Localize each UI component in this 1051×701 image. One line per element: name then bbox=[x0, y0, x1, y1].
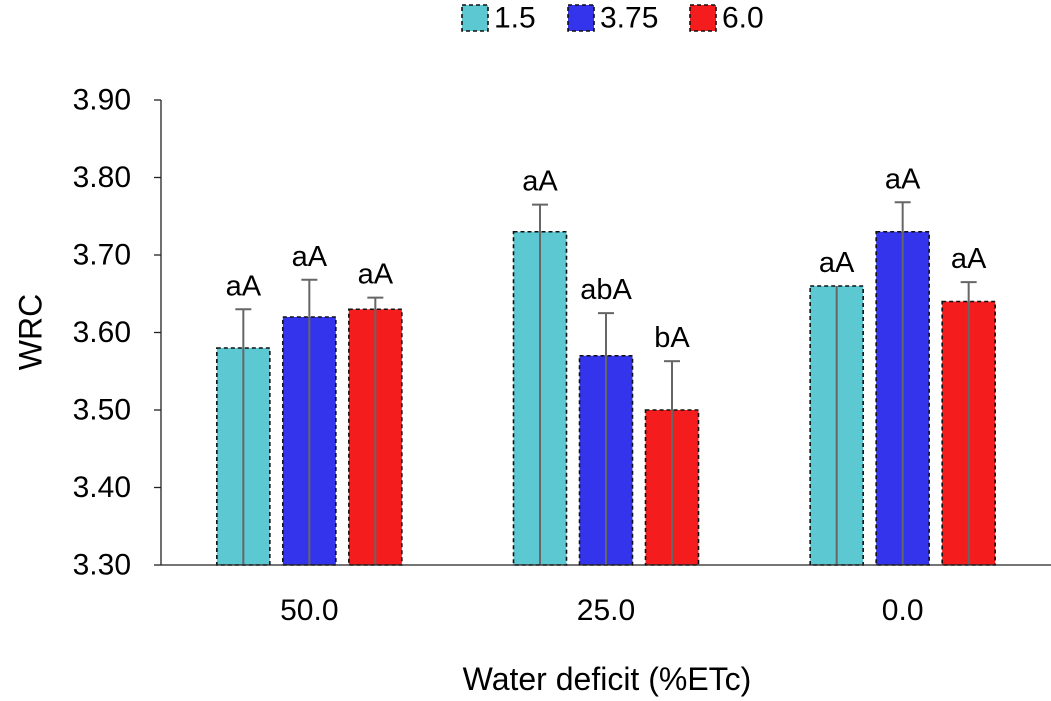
y-tick-label: 3.30 bbox=[73, 549, 131, 582]
x-axis: 50.0 25.0 0.0 bbox=[161, 564, 1051, 627]
x-tick-label: 0.0 bbox=[882, 594, 924, 627]
y-tick-label: 3.40 bbox=[73, 471, 131, 504]
y-axis: 3.30 3.40 3.50 3.60 3.70 3.80 3.90 bbox=[73, 84, 162, 582]
legend-label: 6.0 bbox=[722, 2, 764, 35]
y-tick-label: 3.60 bbox=[73, 316, 131, 349]
y-axis-title: WRC bbox=[12, 294, 48, 370]
y-tick-label: 3.70 bbox=[73, 239, 131, 272]
legend: 1.5 3.75 6.0 bbox=[461, 2, 764, 35]
y-tick-label: 3.90 bbox=[73, 84, 131, 117]
bars-layer: aA aA aA aA abA aA aA bA aA bbox=[216, 163, 996, 566]
significance-label: abA bbox=[580, 274, 632, 306]
y-tick-label: 3.50 bbox=[73, 394, 131, 427]
legend-swatch bbox=[689, 4, 717, 32]
significance-label: aA bbox=[885, 163, 921, 195]
y-tick-label: 3.80 bbox=[73, 161, 131, 194]
legend-swatch bbox=[461, 4, 489, 32]
x-axis-title: Water deficit (%ETc) bbox=[463, 661, 752, 697]
significance-label: aA bbox=[522, 166, 558, 198]
x-tick-label: 50.0 bbox=[280, 594, 338, 627]
significance-label: bA bbox=[654, 322, 690, 354]
legend-label: 3.75 bbox=[600, 2, 658, 35]
significance-label: aA bbox=[226, 270, 262, 302]
legend-label: 1.5 bbox=[494, 2, 536, 35]
significance-label: aA bbox=[358, 259, 394, 291]
significance-label: aA bbox=[292, 241, 328, 273]
legend-swatch bbox=[567, 4, 595, 32]
x-tick-label: 25.0 bbox=[577, 594, 635, 627]
significance-label: aA bbox=[819, 247, 855, 279]
significance-label: aA bbox=[951, 243, 987, 275]
